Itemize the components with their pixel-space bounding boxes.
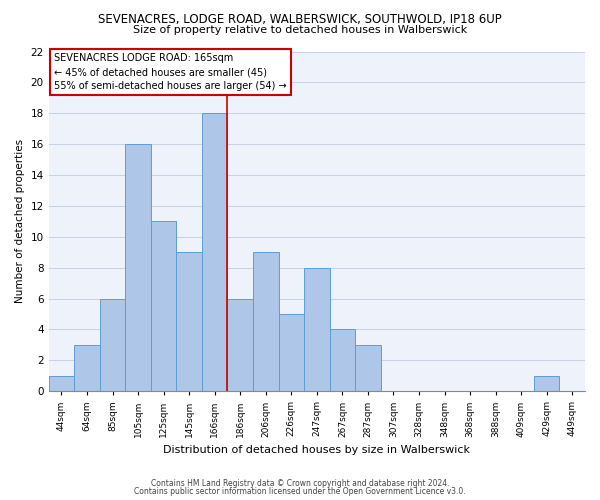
Text: Size of property relative to detached houses in Walberswick: Size of property relative to detached ho…: [133, 25, 467, 35]
Bar: [329, 330, 355, 392]
Bar: [227, 298, 253, 392]
Bar: [355, 345, 380, 392]
Bar: [100, 298, 125, 392]
Text: Contains HM Land Registry data © Crown copyright and database right 2024.: Contains HM Land Registry data © Crown c…: [151, 478, 449, 488]
Bar: [278, 314, 304, 392]
Bar: [534, 376, 559, 392]
Y-axis label: Number of detached properties: Number of detached properties: [15, 140, 25, 304]
Text: Contains public sector information licensed under the Open Government Licence v3: Contains public sector information licen…: [134, 487, 466, 496]
Bar: [125, 144, 151, 392]
Bar: [253, 252, 278, 392]
Bar: [151, 222, 176, 392]
X-axis label: Distribution of detached houses by size in Walberswick: Distribution of detached houses by size …: [163, 445, 470, 455]
Text: SEVENACRES LODGE ROAD: 165sqm
← 45% of detached houses are smaller (45)
55% of s: SEVENACRES LODGE ROAD: 165sqm ← 45% of d…: [54, 53, 287, 91]
Text: SEVENACRES, LODGE ROAD, WALBERSWICK, SOUTHWOLD, IP18 6UP: SEVENACRES, LODGE ROAD, WALBERSWICK, SOU…: [98, 12, 502, 26]
Bar: [74, 345, 100, 392]
Bar: [176, 252, 202, 392]
Bar: [202, 114, 227, 392]
Bar: [304, 268, 329, 392]
Bar: [49, 376, 74, 392]
